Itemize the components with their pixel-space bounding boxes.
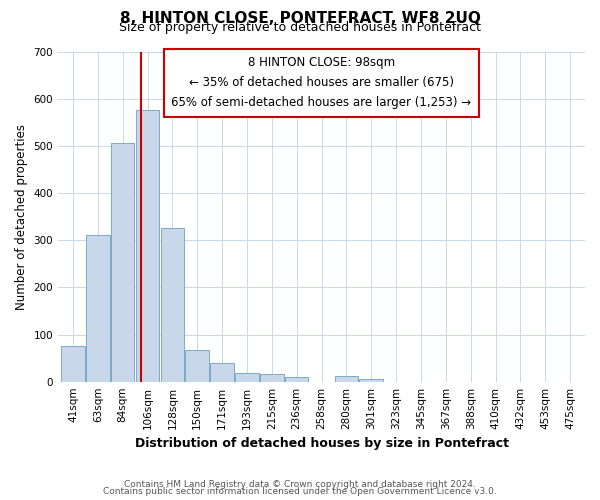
X-axis label: Distribution of detached houses by size in Pontefract: Distribution of detached houses by size …: [134, 437, 509, 450]
Text: Size of property relative to detached houses in Pontefract: Size of property relative to detached ho…: [119, 22, 481, 35]
Bar: [86, 236, 110, 382]
Bar: [260, 374, 284, 382]
Bar: [285, 377, 308, 382]
Text: Contains HM Land Registry data © Crown copyright and database right 2024.: Contains HM Land Registry data © Crown c…: [124, 480, 476, 489]
Text: 8, HINTON CLOSE, PONTEFRACT, WF8 2UQ: 8, HINTON CLOSE, PONTEFRACT, WF8 2UQ: [119, 11, 481, 26]
Bar: [210, 363, 234, 382]
Bar: [161, 228, 184, 382]
Bar: [235, 373, 259, 382]
Bar: [359, 379, 383, 382]
Bar: [111, 144, 134, 382]
Bar: [61, 346, 85, 382]
Y-axis label: Number of detached properties: Number of detached properties: [15, 124, 28, 310]
Text: Contains public sector information licensed under the Open Government Licence v3: Contains public sector information licen…: [103, 487, 497, 496]
Bar: [335, 376, 358, 382]
Text: 8 HINTON CLOSE: 98sqm
← 35% of detached houses are smaller (675)
65% of semi-det: 8 HINTON CLOSE: 98sqm ← 35% of detached …: [172, 56, 472, 110]
Bar: [185, 350, 209, 382]
Bar: [136, 110, 160, 382]
